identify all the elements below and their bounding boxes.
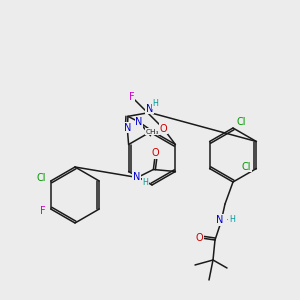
Text: H: H xyxy=(153,99,159,108)
Text: N: N xyxy=(133,172,140,182)
Text: O: O xyxy=(195,233,203,243)
Text: N: N xyxy=(216,215,224,225)
Text: H: H xyxy=(142,178,148,187)
Text: N: N xyxy=(124,123,131,133)
Text: -: - xyxy=(226,215,230,224)
Text: Cl: Cl xyxy=(242,161,251,172)
Text: Cl: Cl xyxy=(236,117,246,127)
Text: H: H xyxy=(229,215,235,224)
Text: F: F xyxy=(40,206,46,216)
Text: O: O xyxy=(152,148,159,158)
Text: N: N xyxy=(135,117,143,127)
Text: O: O xyxy=(160,124,167,134)
Text: N: N xyxy=(146,103,153,113)
Text: F: F xyxy=(129,92,134,101)
Text: CH₃: CH₃ xyxy=(146,129,159,135)
Text: Cl: Cl xyxy=(36,173,46,183)
